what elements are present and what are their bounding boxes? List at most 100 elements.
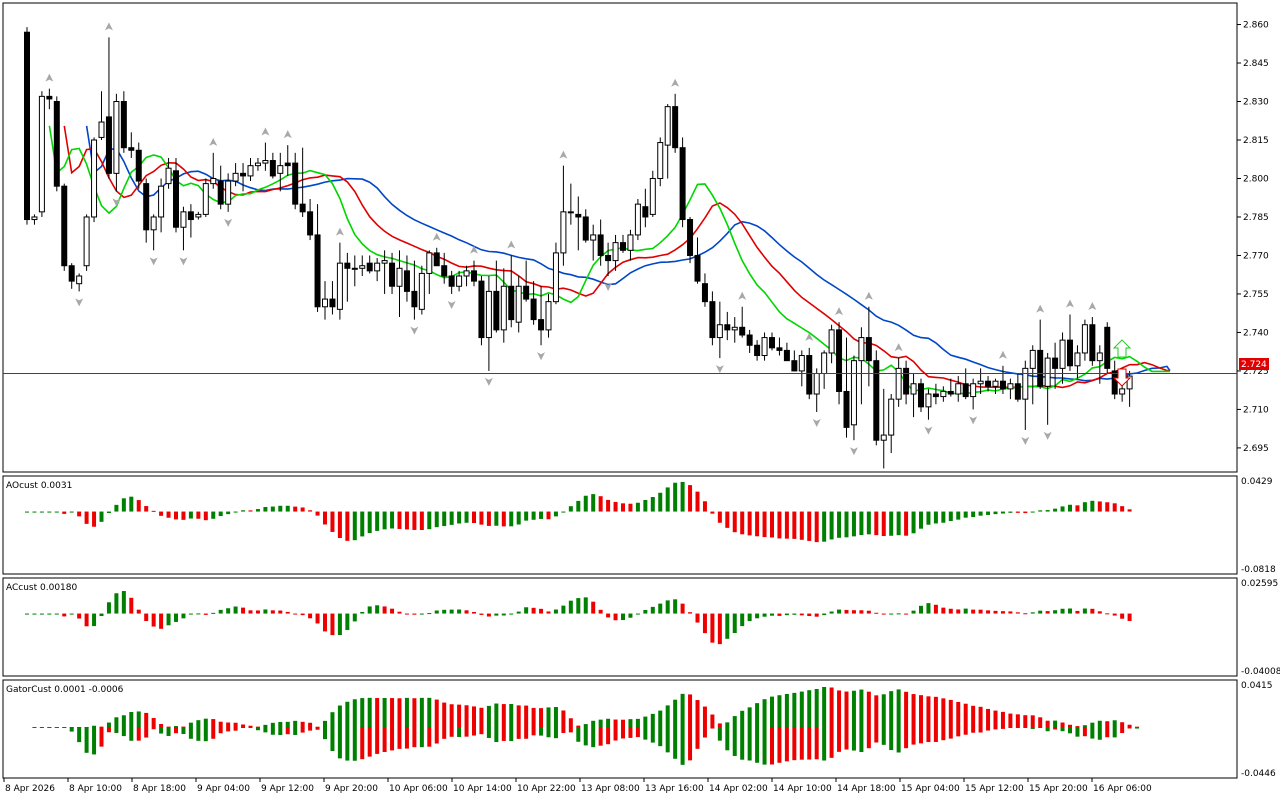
- ac-bar: [740, 613, 745, 627]
- fractal-up-icon: [209, 137, 218, 146]
- bull-candle: [850, 360, 857, 426]
- ac-pane[interactable]: ACcust 0.00180 0.02595 -0.04008: [2, 577, 1280, 677]
- ao-bar: [1038, 510, 1043, 512]
- bear-candle: [143, 183, 150, 231]
- bull-candle: [634, 203, 641, 236]
- ao-title: AOcust 0.0031: [6, 481, 72, 491]
- ao-pane[interactable]: AOcust 0.0031 0.0429 -0.0818: [2, 475, 1276, 575]
- ao-bar: [509, 511, 514, 527]
- gator-lower-bar: [1045, 727, 1050, 732]
- fractal-down-icon: [849, 447, 858, 456]
- alligator-jaw-line: [85, 125, 1171, 382]
- ao-bar: [732, 511, 737, 533]
- ao-bar: [1120, 506, 1125, 512]
- bull-candle: [277, 165, 284, 174]
- gator-lower-bar: [807, 727, 812, 760]
- ac-bar: [1127, 613, 1132, 621]
- ao-bar: [658, 492, 663, 512]
- fractal-up-icon: [335, 227, 344, 236]
- bear-candle: [724, 324, 731, 331]
- fractal-down-icon: [1021, 436, 1030, 445]
- gator-lower-bar: [114, 727, 119, 733]
- gator-upper-bar: [546, 707, 551, 727]
- ao-bar: [874, 511, 879, 536]
- ao-bar: [196, 511, 201, 519]
- ao-bar: [717, 511, 722, 523]
- bear-candle: [620, 242, 626, 251]
- gator-pane[interactable]: GatorCust 0.0001 -0.0006 0.0415 -0.0446: [2, 679, 1276, 779]
- bull-candle: [463, 270, 470, 277]
- ac-bar: [986, 610, 991, 614]
- gator-lower-bar: [196, 727, 201, 741]
- ao-bar: [1090, 500, 1095, 512]
- ao-histogram: [25, 481, 1132, 543]
- fractal-up-icon: [45, 73, 54, 82]
- bull-candle: [590, 234, 597, 241]
- ao-bar: [501, 511, 506, 527]
- ac-bar: [717, 613, 722, 645]
- gator-lower-bar: [479, 727, 484, 735]
- ao-bar: [561, 511, 566, 513]
- gator-histogram: [32, 687, 1140, 765]
- gator-lower-bar: [829, 727, 834, 758]
- gator-upper-bar: [114, 717, 119, 727]
- bear-candle: [746, 334, 753, 346]
- ao-bar: [129, 496, 134, 512]
- gator-lower-bar: [1075, 727, 1080, 737]
- ac-bar: [501, 613, 506, 616]
- gator-lower-bar: [553, 727, 558, 739]
- ac-bar: [39, 613, 44, 615]
- gator-upper-bar: [583, 724, 588, 727]
- ao-bar: [896, 511, 901, 536]
- ac-bar: [1045, 611, 1050, 614]
- ao-bar: [725, 511, 730, 528]
- ao-bar: [278, 505, 283, 512]
- ao-bar: [174, 511, 178, 520]
- ac-bar: [904, 613, 909, 615]
- gator-lower-bar: [330, 727, 335, 752]
- gator-lower-bar: [352, 727, 357, 761]
- ao-bar: [583, 495, 588, 512]
- bull-candle: [158, 185, 165, 218]
- ac-bar: [1105, 613, 1110, 615]
- bear-candle: [441, 265, 448, 277]
- gator-lower-bar: [941, 727, 946, 741]
- fractal-up-icon: [432, 232, 441, 241]
- ao-bar: [576, 500, 581, 512]
- bull-candle: [381, 260, 388, 264]
- price-pane[interactable]: 2.860 2.845 2.830 2.815 2.800 2.785 2.770 2.755…: [2, 2, 1269, 484]
- gator-lower-bar: [1097, 727, 1102, 740]
- ac-bar: [263, 609, 268, 614]
- gator-upper-bar: [963, 703, 968, 727]
- gator-upper-bar: [345, 701, 350, 727]
- ao-bar: [144, 506, 149, 512]
- ac-bar: [948, 608, 953, 614]
- gator-lower-bar: [874, 727, 879, 743]
- ac-bar: [25, 613, 29, 615]
- ao-bar: [300, 507, 305, 512]
- gator-lower-bar: [47, 727, 52, 728]
- gator-lower-bar: [174, 727, 178, 734]
- ao-bar: [270, 506, 275, 512]
- fractal-up-icon: [261, 127, 270, 136]
- gator-upper-bar: [106, 722, 111, 727]
- gator-upper-bar: [792, 692, 797, 727]
- time-tick-label: 8 Apr 18:00: [133, 784, 186, 794]
- ao-bar: [665, 487, 670, 512]
- ac-bar: [665, 600, 670, 614]
- gator-upper-bar: [777, 695, 782, 727]
- ao-bar: [84, 511, 89, 524]
- ao-bar: [516, 511, 521, 525]
- ac-bar: [337, 613, 342, 636]
- ao-bar: [695, 491, 700, 512]
- bull-candle: [374, 262, 381, 272]
- gator-lower-bar: [784, 727, 789, 762]
- ao-bar: [181, 511, 186, 520]
- gator-lower-bar: [1112, 727, 1117, 738]
- gator-upper-bar: [896, 689, 901, 727]
- ao-bar: [1082, 502, 1087, 512]
- gator-upper-bar: [1082, 725, 1087, 727]
- gator-upper-bar: [613, 719, 618, 727]
- gator-lower-bar: [524, 727, 529, 739]
- ao-bar: [948, 511, 953, 522]
